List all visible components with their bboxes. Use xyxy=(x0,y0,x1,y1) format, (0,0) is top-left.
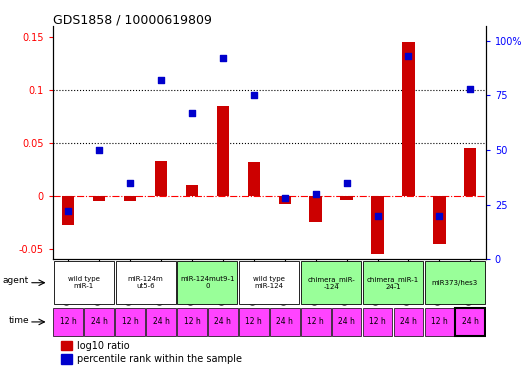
Bar xyxy=(309,196,322,222)
Text: wild type
miR-1: wild type miR-1 xyxy=(68,276,100,289)
Text: 24 h: 24 h xyxy=(214,317,231,326)
Bar xyxy=(61,354,72,364)
Bar xyxy=(248,162,260,196)
FancyBboxPatch shape xyxy=(208,308,238,336)
Text: percentile rank within the sample: percentile rank within the sample xyxy=(77,354,242,364)
Bar xyxy=(341,196,353,200)
Point xyxy=(373,213,382,219)
FancyBboxPatch shape xyxy=(116,261,176,304)
Point xyxy=(95,147,103,153)
FancyBboxPatch shape xyxy=(84,308,114,336)
Bar xyxy=(216,106,229,196)
FancyBboxPatch shape xyxy=(53,308,83,336)
FancyBboxPatch shape xyxy=(177,261,238,304)
Bar xyxy=(61,341,72,350)
Text: chimera_miR-1
24-1: chimera_miR-1 24-1 xyxy=(367,276,419,290)
Point xyxy=(126,180,134,186)
Text: 12 h: 12 h xyxy=(184,317,200,326)
Bar xyxy=(433,196,446,243)
Text: 24 h: 24 h xyxy=(91,317,108,326)
Bar xyxy=(93,196,106,201)
FancyBboxPatch shape xyxy=(270,308,299,336)
FancyBboxPatch shape xyxy=(301,261,361,304)
Text: 24 h: 24 h xyxy=(400,317,417,326)
FancyBboxPatch shape xyxy=(146,308,176,336)
Bar xyxy=(371,196,384,254)
Text: miR-124m
ut5-6: miR-124m ut5-6 xyxy=(128,276,164,289)
Text: 12 h: 12 h xyxy=(60,317,77,326)
Point xyxy=(280,195,289,201)
Text: chimera_miR-
-124: chimera_miR- -124 xyxy=(307,276,355,290)
Point xyxy=(188,110,196,116)
Bar xyxy=(279,196,291,204)
Text: 12 h: 12 h xyxy=(246,317,262,326)
Text: 24 h: 24 h xyxy=(338,317,355,326)
Text: agent: agent xyxy=(3,276,29,285)
FancyBboxPatch shape xyxy=(115,308,145,336)
Text: 12 h: 12 h xyxy=(122,317,138,326)
FancyBboxPatch shape xyxy=(363,308,392,336)
Text: 24 h: 24 h xyxy=(153,317,169,326)
FancyBboxPatch shape xyxy=(239,308,269,336)
Point xyxy=(250,93,258,99)
Point xyxy=(404,53,413,59)
FancyBboxPatch shape xyxy=(332,308,362,336)
Text: miR-124mut9-1
0: miR-124mut9-1 0 xyxy=(180,276,234,289)
Text: log10 ratio: log10 ratio xyxy=(77,340,129,351)
Text: miR373/hes3: miR373/hes3 xyxy=(432,280,478,286)
Text: 12 h: 12 h xyxy=(431,317,448,326)
Text: 12 h: 12 h xyxy=(369,317,386,326)
Bar xyxy=(62,196,74,225)
Point xyxy=(312,191,320,197)
FancyBboxPatch shape xyxy=(54,261,114,304)
Point xyxy=(64,209,72,214)
FancyBboxPatch shape xyxy=(177,308,207,336)
Point xyxy=(466,86,475,92)
FancyBboxPatch shape xyxy=(239,261,299,304)
FancyBboxPatch shape xyxy=(301,308,331,336)
FancyBboxPatch shape xyxy=(425,261,485,304)
Bar xyxy=(124,196,136,201)
Bar xyxy=(464,148,476,196)
Bar xyxy=(402,42,414,196)
Point xyxy=(219,56,227,62)
Text: 12 h: 12 h xyxy=(307,317,324,326)
Text: time: time xyxy=(8,316,29,325)
Bar xyxy=(155,161,167,196)
FancyBboxPatch shape xyxy=(425,308,454,336)
Text: wild type
miR-124: wild type miR-124 xyxy=(253,276,285,289)
Point xyxy=(435,213,444,219)
FancyBboxPatch shape xyxy=(456,308,485,336)
FancyBboxPatch shape xyxy=(363,261,423,304)
FancyBboxPatch shape xyxy=(393,308,423,336)
Text: GDS1858 / 10000619809: GDS1858 / 10000619809 xyxy=(53,13,212,26)
Text: 24 h: 24 h xyxy=(462,317,479,326)
Bar xyxy=(186,185,198,196)
Point xyxy=(342,180,351,186)
Text: 24 h: 24 h xyxy=(276,317,293,326)
Point xyxy=(157,77,165,83)
